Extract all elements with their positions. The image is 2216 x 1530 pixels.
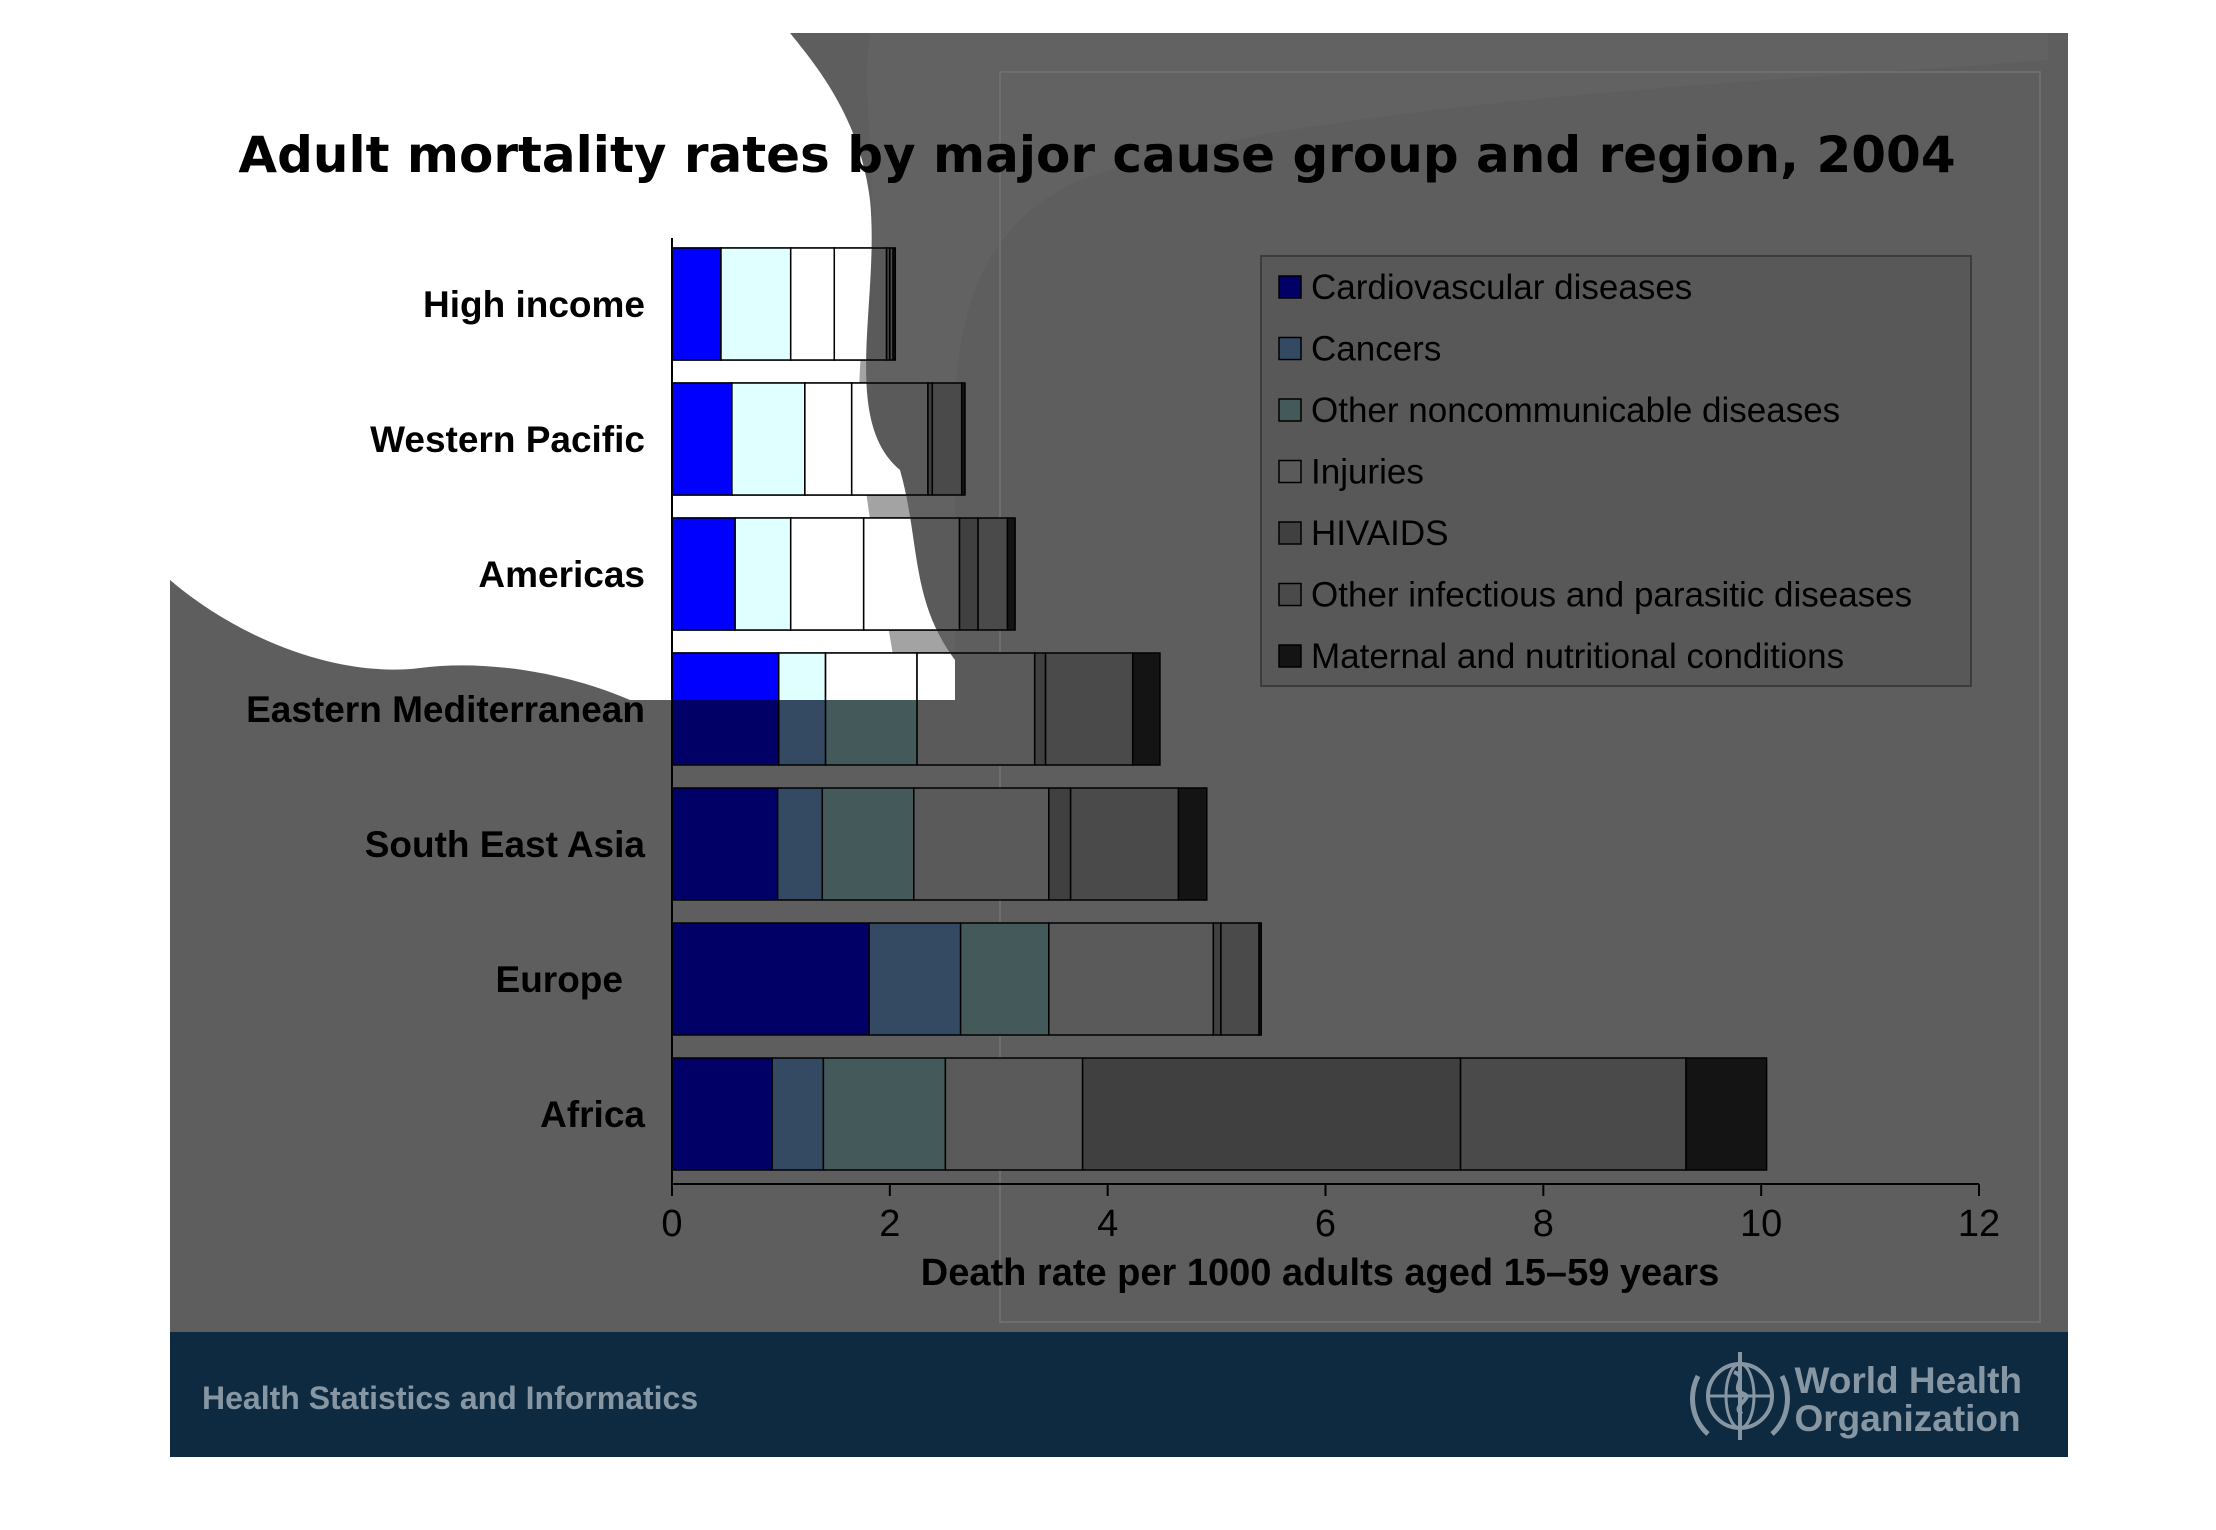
bar-segment	[671, 1057, 773, 1171]
bar-segment-highlight	[824, 652, 918, 700]
category-label: Americas	[478, 554, 645, 595]
bar-segment-highlight	[720, 247, 792, 361]
bar-segment	[1081, 1057, 1462, 1171]
bar-segment	[1258, 922, 1262, 1036]
organization-name: World Health Organization	[1795, 1362, 2023, 1438]
bar-segment-highlight	[916, 652, 955, 700]
organization-name-line2: Organization	[1794, 1398, 2021, 1439]
bar-segment	[1033, 652, 1047, 766]
bar-segment	[771, 1057, 825, 1171]
decorative-globe-shape	[859, 33, 2048, 700]
bar-segment	[1177, 787, 1208, 901]
legend-label: HIVAIDS	[1311, 514, 1448, 553]
bar-segment	[958, 517, 979, 631]
bar-segment	[931, 382, 963, 496]
category-label: Africa	[540, 1094, 645, 1135]
bar-segment	[944, 1057, 1084, 1171]
x-tick-label: 2	[879, 1203, 900, 1245]
x-tick-label: 12	[1958, 1203, 2000, 1245]
legend-swatch	[1278, 644, 1302, 668]
x-tick-label: 8	[1533, 1203, 1554, 1245]
bar-segment	[1048, 922, 1215, 1036]
bar-segment-highlight	[671, 247, 722, 361]
legend-swatch	[1278, 459, 1302, 484]
bar-segment	[1044, 652, 1134, 766]
category-label: High income	[423, 284, 645, 325]
bar-segment	[1131, 652, 1161, 766]
bar-segment	[671, 922, 870, 1036]
bar-segment-highlight	[671, 382, 733, 496]
bar-segment	[960, 382, 966, 496]
bar-segment	[1685, 1057, 1768, 1171]
legend-label: Cancers	[1311, 330, 1441, 369]
chart-title: Adult mortality rates by major cause gro…	[238, 126, 1955, 184]
x-tick-label: 6	[1315, 1203, 1336, 1245]
footer-department-text: Health Statistics and Informatics	[202, 1380, 699, 1416]
bar-segment-highlight	[734, 517, 792, 631]
category-label: Western Pacific	[370, 419, 645, 460]
legend-label: Other infectious and parasitic diseases	[1311, 576, 1912, 615]
legend-box	[1260, 255, 1972, 687]
legend-label: Cardiovascular diseases	[1311, 268, 1692, 307]
bar-segment	[892, 247, 897, 361]
bar-segment-highlight	[804, 382, 853, 496]
x-tick-label: 10	[1740, 1203, 1782, 1245]
legend-label: Other noncommunicable diseases	[1311, 391, 1840, 430]
bar-segment-highlight	[671, 652, 780, 700]
bar-segment	[1069, 787, 1180, 901]
bar-segment	[1006, 517, 1016, 631]
bar-segment	[671, 787, 779, 901]
bar-segment-highlight	[789, 517, 865, 631]
organization-name-line1: World Health	[1794, 1360, 2023, 1401]
bar-segment	[959, 922, 1050, 1036]
legend: Cardiovascular diseases Cancers Other nonc…	[1260, 255, 1972, 687]
category-labels: High income Western Pacific Americas Easter…	[246, 284, 645, 1135]
x-axis: 0 2 4 6 8 10 12	[661, 238, 2000, 1245]
bar-segment	[821, 787, 915, 901]
legend-swatch	[1278, 582, 1302, 607]
legend-swatch	[1278, 275, 1302, 299]
x-tick-label: 0	[661, 1203, 682, 1245]
bar-segment	[977, 517, 1009, 631]
bar-segment	[913, 787, 1050, 901]
bar-segment	[868, 922, 962, 1036]
bar-segment	[776, 787, 824, 901]
legend-swatch	[1278, 336, 1302, 361]
footer-bar: Health Statistics and Informatics World …	[170, 1332, 2068, 1457]
bar-segment	[1220, 922, 1260, 1036]
x-tick-label: 4	[1097, 1203, 1118, 1245]
bar-segment	[822, 1057, 947, 1171]
bar-segment	[1212, 922, 1222, 1036]
who-emblem-icon	[1690, 1352, 1790, 1440]
category-label: Eastern Mediterranean	[246, 689, 645, 730]
bar-segment-highlight	[777, 652, 827, 700]
bar-segment	[1048, 787, 1072, 901]
category-label: South East Asia	[365, 824, 646, 865]
legend-label: Injuries	[1311, 453, 1424, 492]
bar-segment-highlight	[671, 517, 736, 631]
legend-swatch	[1278, 398, 1302, 422]
bar-segment	[1459, 1057, 1687, 1171]
bars-layer	[671, 247, 1768, 1171]
legend-label: Maternal and nutritional conditions	[1311, 637, 1844, 676]
bar-segment-highlight	[731, 382, 806, 496]
category-label: Europe	[496, 959, 623, 1000]
legend-swatch	[1278, 521, 1302, 545]
x-axis-label: Death rate per 1000 adults aged 15–59 ye…	[921, 1252, 1719, 1294]
bar-segment-highlight	[789, 247, 836, 361]
